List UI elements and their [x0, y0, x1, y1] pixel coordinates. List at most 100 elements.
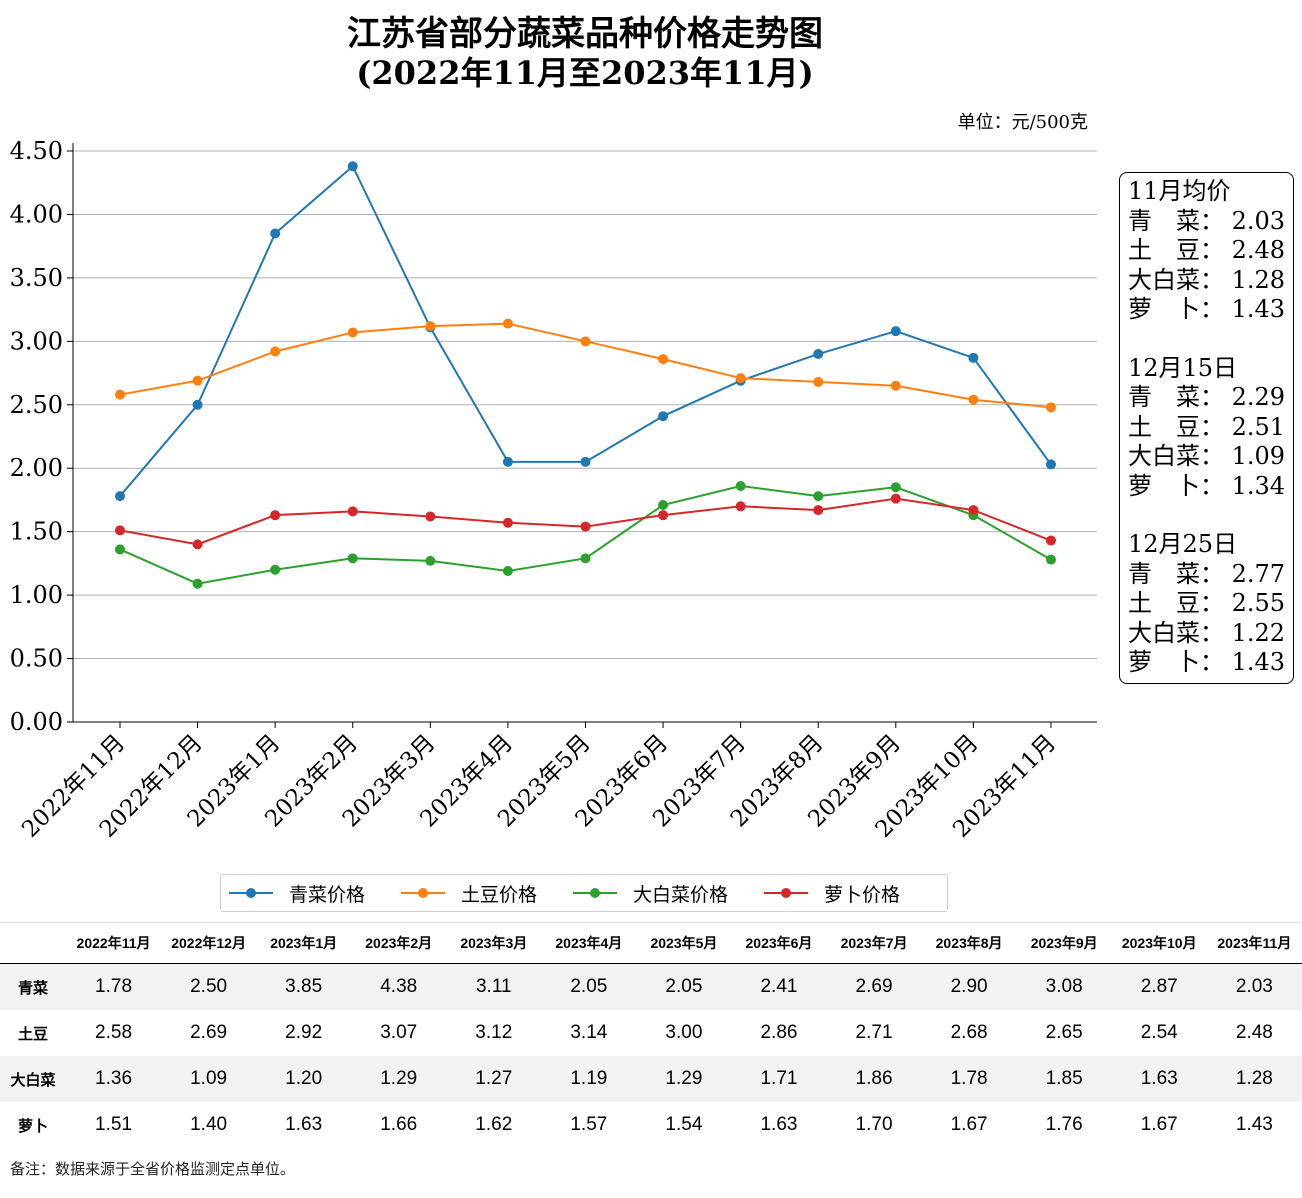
table-cell: 2.54 [1140, 1022, 1178, 1043]
data-point [968, 352, 979, 363]
summary-label: 土 豆： [1128, 412, 1224, 441]
table-row: 土豆 2.58 2.69 2.92 3.07 3.12 3.14 3.00 2.86 2.71 2.… [0, 1010, 1302, 1056]
table-row-header: 大白菜 [0, 1056, 66, 1102]
table-cell: 3.12 [475, 1022, 513, 1043]
group-spacer [1128, 501, 1285, 530]
summary-row: 青 菜： 2.29 [1128, 383, 1285, 413]
table-column-header: 2023年2月 [351, 922, 447, 964]
table-cell: 1.78 [921, 1056, 1017, 1102]
data-point [115, 525, 125, 536]
data-point [347, 161, 358, 172]
data-point [502, 566, 513, 577]
y-tick-label: 0.00 [10, 708, 63, 736]
summary-heading: 11月均价 [1128, 177, 1231, 205]
table-cell: 1.63 [285, 1114, 323, 1135]
data-point [813, 376, 824, 387]
data-point [270, 510, 281, 521]
table-cell: 1.71 [731, 1056, 827, 1102]
y-tick-label: 4.50 [10, 137, 63, 165]
legend-label: 大白菜价格 [633, 883, 729, 906]
summary-row: 大白菜： 1.22 [1128, 619, 1285, 649]
table-column-header: 2023年9月 [1016, 922, 1112, 964]
summary-value: 1.09 [1231, 442, 1285, 470]
summary-label: 大白菜： [1128, 618, 1224, 647]
legend-item: 萝卜价格 [764, 880, 900, 907]
data-point [890, 493, 901, 504]
legend-swatch [764, 883, 809, 903]
data-point [968, 505, 979, 516]
data-point [580, 553, 591, 564]
table-cell: 1.19 [541, 1056, 637, 1102]
summary-label: 大白菜： [1128, 442, 1224, 470]
table-cell: 1.51 [95, 1114, 133, 1135]
summary-row: 萝 卜： 1.43 [1128, 648, 1285, 678]
table-cell: 2.92 [285, 1022, 323, 1043]
legend-label: 青菜价格 [289, 883, 366, 906]
data-point [502, 456, 513, 467]
data-point [658, 500, 669, 511]
summary-value: 2.03 [1231, 206, 1285, 235]
data-point [192, 578, 203, 589]
table-column-header: 2023年10月 [1111, 922, 1207, 964]
table-column-header: 2023年7月 [826, 922, 922, 964]
summary-label: 大白菜： [1128, 265, 1224, 294]
data-point [502, 318, 513, 329]
summary-label: 萝 卜： [1128, 295, 1224, 323]
data-point [580, 521, 591, 532]
table-cell: 2.86 [760, 1022, 798, 1043]
table-cell: 3.14 [570, 1022, 608, 1043]
table-cell: 1.20 [256, 1056, 352, 1102]
chart-legend: 青菜价格 土豆价格 大白菜价格 萝卜价格 [220, 874, 948, 912]
data-point [192, 375, 203, 386]
data-point [580, 336, 591, 347]
chart-subtitle: (2022年11月至2023年11月) [356, 54, 814, 92]
table-cell: 2.48 [1235, 1022, 1273, 1043]
table-cell: 1.57 [570, 1114, 608, 1135]
summary-heading: 12月15日 [1128, 353, 1238, 382]
data-point [270, 228, 281, 239]
table-cell: 1.27 [446, 1056, 542, 1102]
summary-label: 萝 卜： [1128, 471, 1224, 500]
summary-row: 萝 卜： 1.43 [1128, 295, 1285, 325]
table-cell: 2.05 [636, 963, 732, 1010]
summary-label: 萝 卜： [1128, 648, 1224, 676]
table-column-header: 2022年12月 [161, 922, 257, 964]
table-column-header: 2023年3月 [446, 922, 542, 964]
table-cell: 2.05 [541, 963, 637, 1010]
table-cell: 4.38 [351, 963, 447, 1010]
y-tick-label: 1.00 [10, 581, 63, 609]
table-column-header: 2023年4月 [541, 922, 637, 964]
table-cell: 3.11 [446, 963, 542, 1010]
table-cell: 1.85 [1016, 1056, 1112, 1102]
summary-value: 1.43 [1231, 648, 1285, 676]
y-tick-label: 0.50 [10, 645, 63, 673]
summary-heading: 12月25日 [1128, 530, 1238, 558]
legend-item: 土豆价格 [401, 880, 537, 907]
summary-row: 大白菜： 1.28 [1128, 266, 1285, 296]
table-column-header: 2023年5月 [636, 922, 732, 964]
data-point [1045, 535, 1056, 546]
table-cell: 1.66 [380, 1114, 418, 1135]
data-point [890, 380, 901, 391]
table-cell: 1.40 [190, 1114, 228, 1135]
summary-row: 土 豆： 2.55 [1128, 589, 1285, 619]
table-cell: 2.87 [1111, 963, 1207, 1010]
table-cell: 2.69 [190, 1022, 228, 1043]
table-cell: 2.68 [950, 1022, 988, 1043]
table-cell: 2.58 [95, 1022, 133, 1043]
data-point [502, 517, 513, 528]
summary-value: 1.22 [1231, 618, 1285, 647]
data-point [347, 506, 358, 517]
table-row-header: 土豆 [17, 1025, 48, 1043]
table-row-header: 青菜 [0, 963, 66, 1010]
table-cell: 1.70 [855, 1114, 893, 1135]
data-point [115, 389, 125, 400]
unit-label: 单位：元/500克 [957, 112, 1088, 133]
data-point [192, 399, 203, 410]
table-cell: 3.85 [256, 963, 352, 1010]
data-point [1045, 402, 1056, 413]
data-point [425, 321, 436, 332]
table-row: 青菜 1.78 2.50 3.85 4.38 3.11 2.05 2.05 2.41 2.69 2.… [0, 963, 1302, 1010]
table-cell: 1.62 [475, 1114, 513, 1135]
table-cell: 2.71 [855, 1022, 893, 1043]
